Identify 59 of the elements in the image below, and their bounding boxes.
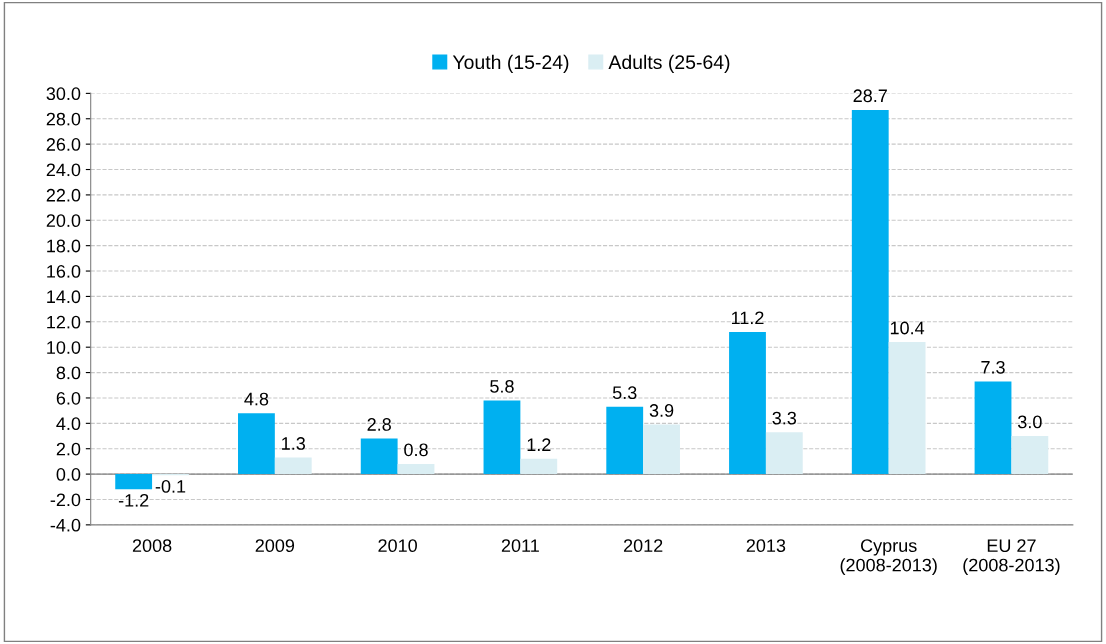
x-tick-label: 2009 — [255, 539, 295, 553]
y-tick-label: 6.0 — [56, 391, 81, 405]
y-tick-label: 2.0 — [56, 442, 81, 456]
y-tick-label: 26.0 — [46, 138, 81, 151]
y-tick-label: 4.0 — [56, 417, 81, 431]
y-tick-label: 24.0 — [46, 163, 81, 177]
x-tick-label: 2008 — [132, 539, 172, 553]
data-label: 1.2 — [527, 438, 551, 451]
bar — [397, 463, 435, 475]
data-label: 0.8 — [404, 443, 428, 457]
bar — [360, 438, 398, 475]
data-label: 3.3 — [772, 411, 797, 425]
x-tick-label: EU 27 (2008-2013) — [963, 539, 1060, 576]
y-tick-label: 30.0 — [46, 87, 81, 101]
y-tick-label: -2.0 — [50, 493, 81, 507]
data-label: 10.4 — [890, 321, 925, 335]
bar — [851, 109, 889, 475]
bar — [643, 424, 680, 475]
y-tick-label: 28.0 — [46, 112, 81, 126]
y-tick-label: 0.0 — [56, 468, 81, 481]
data-label: 3.9 — [649, 404, 674, 417]
legend-label: Adults (25-64) — [608, 54, 730, 73]
bar — [1011, 436, 1049, 475]
y-tick-label: 10.0 — [47, 341, 81, 354]
data-label: -0.1 — [155, 480, 186, 493]
x-tick-label: 2010 — [378, 539, 417, 553]
y-tick-label: 18.0 — [47, 239, 81, 253]
bar — [729, 331, 766, 475]
data-label: 28.7 — [853, 89, 887, 103]
bar — [606, 406, 644, 475]
data-label: 7.3 — [981, 360, 1005, 374]
data-label: 1.3 — [282, 437, 306, 450]
y-tick-label: 14.0 — [47, 290, 81, 304]
y-tick-label: 22.0 — [46, 188, 81, 202]
y-tick-label: -4.0 — [50, 518, 81, 532]
bar — [274, 457, 312, 475]
legend-label: Youth (15-24) — [452, 54, 569, 73]
bar — [483, 400, 521, 475]
y-tick-label: 16.0 — [47, 264, 81, 278]
bar — [888, 342, 926, 475]
data-label: 5.3 — [612, 386, 637, 400]
y-tick-label: 20.0 — [46, 214, 81, 228]
bar — [238, 413, 275, 475]
x-tick-label: 2013 — [746, 539, 786, 553]
x-tick-label: 2012 — [623, 539, 663, 553]
y-tick-label: 12.0 — [47, 315, 81, 329]
data-label: 4.8 — [244, 392, 269, 406]
data-label: 5.8 — [490, 379, 514, 393]
data-label: 3.0 — [1017, 415, 1042, 429]
x-tick-label: Cyprus (2008-2013) — [840, 539, 937, 576]
data-label: 2.8 — [367, 418, 391, 431]
bar — [765, 432, 803, 475]
bar — [520, 458, 558, 475]
data-label: 11.2 — [731, 311, 764, 325]
bar — [974, 381, 1012, 475]
bar — [115, 474, 153, 490]
y-tick-label: 8.0 — [56, 366, 81, 380]
x-tick-label: 2011 — [501, 539, 539, 553]
data-label: -1.2 — [118, 493, 149, 507]
